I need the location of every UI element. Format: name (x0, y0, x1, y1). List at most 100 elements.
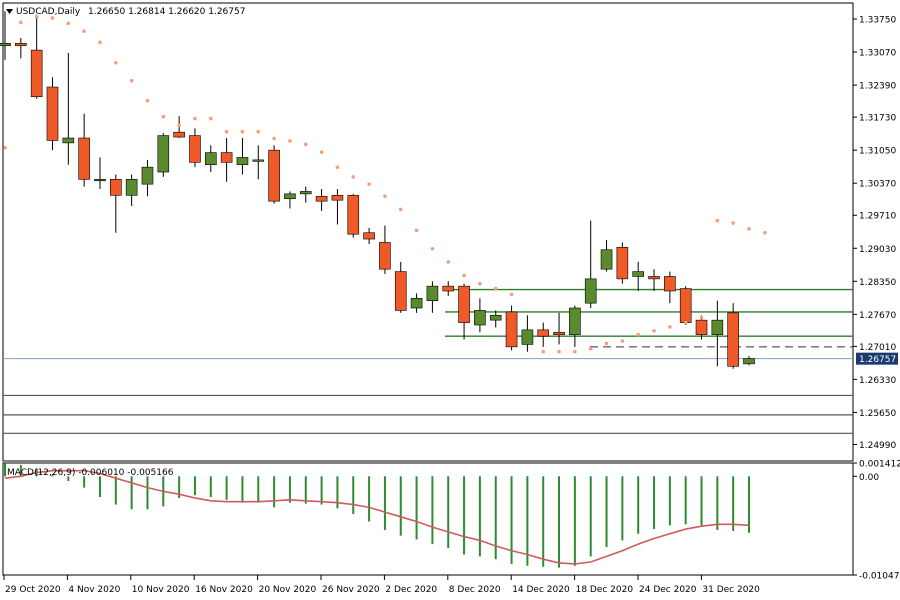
date-tick-label: 29 Oct 2020 (5, 585, 61, 595)
sar-dot (50, 16, 55, 20)
candle (505, 305, 518, 351)
sar-dot (351, 175, 356, 179)
candles (0, 11, 755, 369)
date-tick-label: 24 Dec 2020 (639, 585, 697, 595)
sar-dot (82, 29, 86, 33)
bear-candle-body (363, 232, 375, 240)
price-tick-label: 1.30370 (859, 180, 896, 190)
price-tick-label: 1.33750 (859, 16, 896, 26)
bull-candle-body (600, 249, 613, 270)
candle (648, 269, 660, 292)
bear-candle-body (727, 312, 739, 367)
candle (62, 53, 75, 165)
bull-candle-body (252, 159, 265, 162)
bull-candle-body (489, 314, 502, 321)
sar-dot (161, 114, 166, 119)
candle (363, 227, 375, 244)
bull-candle-body (521, 329, 534, 345)
date-tick-label: 10 Nov 2020 (132, 585, 190, 595)
bear-candle-body (394, 271, 407, 311)
sar-dot (636, 332, 640, 337)
candle (410, 293, 423, 313)
sar-dot (430, 246, 435, 251)
date-tick-label: 2 Dec 2020 (385, 585, 437, 595)
price-axis: 1.33750 1.33070 1.32390 1.31730 1.31050 1.303… (853, 16, 896, 451)
horizontal-levels (3, 288, 853, 434)
bull-candle-body (125, 179, 138, 196)
candle (141, 159, 154, 197)
candle (331, 189, 344, 225)
sar-dot (398, 207, 403, 212)
candle (284, 191, 296, 209)
bear-candle-body (268, 149, 280, 202)
sar-dot (446, 260, 451, 264)
sar-dot (145, 98, 150, 103)
price-tick-label: 1.29030 (859, 245, 896, 255)
bear-candle-body (442, 285, 455, 292)
sar-dot (683, 320, 688, 325)
candle (189, 128, 201, 168)
candle (299, 186, 312, 203)
price-tick-label: 1.25650 (859, 409, 896, 419)
sar-dot (573, 349, 577, 354)
candle (110, 174, 122, 233)
sar-dot (129, 78, 134, 83)
date-tick-label: 31 Dec 2020 (702, 585, 760, 595)
bull-candle-body (711, 319, 724, 336)
bull-candle-body (584, 278, 597, 304)
bull-candle-body (426, 285, 439, 302)
date-tick-label: 20 Nov 2020 (259, 585, 317, 595)
candle (711, 300, 724, 367)
candle (569, 305, 581, 347)
bull-candle-body (284, 193, 296, 200)
bear-candle-body (458, 285, 470, 323)
sar-dot (541, 349, 546, 354)
candle (78, 113, 90, 187)
bull-candle-body (204, 152, 217, 166)
candle (379, 225, 391, 275)
price-tick-label: 1.32390 (859, 82, 896, 92)
price-tick-label: 1.26330 (859, 376, 896, 386)
price-tick-label: 1.31730 (859, 114, 896, 124)
sar-dot (620, 339, 625, 343)
sar-dot (763, 230, 767, 235)
candle (394, 261, 407, 313)
parabolic-sar (3, 14, 767, 354)
bear-candle-body (15, 43, 27, 47)
price-tick-label: 1.33070 (859, 49, 896, 59)
candle (521, 315, 534, 352)
price-tick-label: 1.31050 (859, 147, 896, 157)
candle (220, 138, 233, 182)
bear-candle-body (220, 152, 233, 163)
sar-dot (699, 315, 704, 320)
bull-candle-body (632, 271, 645, 277)
dropdown-triangle-icon[interactable] (6, 9, 13, 14)
sar-dot (604, 341, 609, 346)
sar-dot (731, 221, 735, 225)
sar-dot (19, 20, 23, 25)
bull-candle-body (141, 166, 154, 185)
candle (315, 189, 328, 211)
macd-indicator-label: MACD(12,26,9) -0.006010 -0.005166 (7, 468, 174, 478)
bear-candle-body (505, 311, 518, 348)
price-tick-label: 1.24990 (859, 441, 896, 451)
macd-tick-label: 0.001412 (859, 460, 900, 470)
date-tick-label: 4 Nov 2020 (68, 585, 120, 595)
sar-dot (557, 349, 561, 354)
sar-dot (256, 129, 261, 134)
price-tick-label: 1.29710 (859, 212, 896, 222)
candle (616, 242, 629, 284)
bear-candle-body (110, 179, 122, 196)
sar-dot (177, 123, 181, 128)
bear-candle-body (315, 196, 328, 202)
macd-axis: 0.001412 0.00 -0.010478 (853, 460, 900, 582)
sar-dot (319, 150, 324, 154)
bear-candle-body (616, 246, 629, 280)
bear-candle-body (189, 135, 201, 163)
bear-candle-body (46, 86, 59, 141)
sar-dot (98, 40, 102, 45)
bear-candle-body (679, 288, 692, 323)
sar-dot (3, 145, 7, 150)
